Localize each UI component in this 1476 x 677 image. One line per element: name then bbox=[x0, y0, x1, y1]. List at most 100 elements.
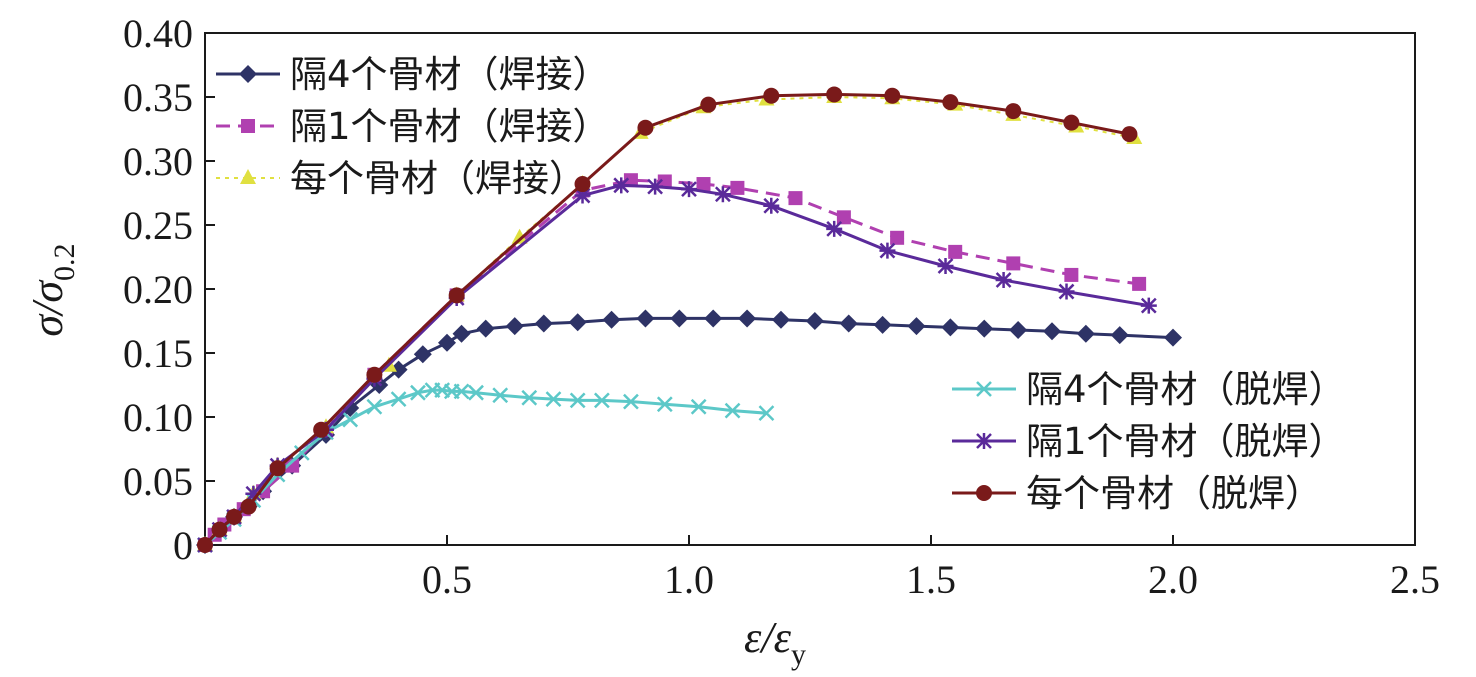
data-point bbox=[681, 181, 697, 198]
data-point bbox=[941, 318, 960, 337]
x-tick-label: 2.0 bbox=[1148, 557, 1198, 602]
data-point bbox=[788, 191, 803, 206]
legend-label: 隔4个骨材（焊接） bbox=[290, 53, 610, 96]
data-point bbox=[942, 94, 959, 111]
data-point bbox=[366, 366, 383, 383]
x-axis-label: ε/εy bbox=[744, 613, 806, 671]
data-point bbox=[636, 309, 655, 328]
data-point bbox=[995, 272, 1012, 289]
data-point bbox=[389, 360, 408, 379]
data-point bbox=[1140, 297, 1157, 314]
data-point bbox=[613, 177, 630, 194]
data-point bbox=[623, 393, 639, 410]
data-point bbox=[948, 244, 963, 259]
x-tick-label: 1.5 bbox=[906, 557, 956, 602]
data-point bbox=[1005, 103, 1022, 120]
data-point bbox=[1076, 324, 1095, 343]
data-point bbox=[730, 180, 745, 195]
plot-area bbox=[204, 32, 1416, 546]
y-tick-label: 0.20 bbox=[123, 267, 193, 312]
data-point bbox=[907, 317, 926, 336]
legend-marker bbox=[240, 169, 256, 184]
y-tick-label: 0 bbox=[173, 523, 193, 568]
x-axis-ticks: 0.5 1.0 1.5 2.0 2.5 bbox=[422, 535, 1440, 602]
data-point bbox=[826, 220, 843, 237]
data-point bbox=[657, 174, 672, 189]
data-point bbox=[438, 333, 456, 352]
y-tick-label: 0.35 bbox=[123, 75, 193, 120]
data-point bbox=[884, 87, 901, 104]
data-point bbox=[568, 313, 587, 332]
data-point bbox=[413, 345, 432, 364]
data-point bbox=[245, 485, 262, 502]
data-point bbox=[211, 521, 228, 538]
data-point bbox=[1121, 126, 1138, 143]
legend-entry: 隔1个骨材（脱焊） bbox=[952, 420, 1346, 463]
data-point bbox=[285, 458, 300, 473]
x-tick-label: 0.5 bbox=[422, 557, 472, 602]
data-point bbox=[836, 210, 851, 225]
data-point bbox=[1009, 320, 1028, 339]
data-point bbox=[704, 309, 723, 328]
legend-marker bbox=[241, 119, 255, 133]
legend-bottom-right: 隔4个骨材（脱焊） 隔1个骨材（脱焊） 每个骨材（脱焊） bbox=[952, 368, 1346, 515]
y-tick-label: 0.40 bbox=[123, 11, 193, 56]
data-point bbox=[511, 228, 528, 244]
data-point bbox=[1006, 256, 1021, 271]
data-point bbox=[873, 315, 892, 334]
legend-entry: 隔1个骨材（焊接） bbox=[216, 105, 610, 148]
legend-label: 隔1个骨材（脱焊） bbox=[1026, 420, 1346, 463]
data-point bbox=[771, 310, 790, 329]
data-point bbox=[505, 317, 524, 336]
data-point bbox=[623, 173, 638, 188]
legend-label: 每个骨材（脱焊） bbox=[1026, 472, 1322, 515]
data-point bbox=[1164, 328, 1182, 347]
legend-label: 隔1个骨材（焊接） bbox=[290, 105, 610, 148]
legend-marker bbox=[976, 381, 992, 397]
x-tick-label: 2.5 bbox=[1390, 557, 1440, 602]
legend-marker bbox=[976, 433, 992, 449]
data-point bbox=[890, 230, 905, 245]
data-point bbox=[410, 384, 426, 401]
data-point bbox=[879, 242, 896, 259]
data-point bbox=[593, 392, 610, 409]
data-point bbox=[1058, 283, 1075, 300]
data-point bbox=[390, 391, 407, 407]
data-point bbox=[197, 537, 213, 553]
data-point bbox=[724, 402, 741, 419]
data-point bbox=[670, 309, 689, 328]
data-point bbox=[738, 309, 757, 328]
data-point bbox=[656, 396, 673, 413]
data-point bbox=[805, 312, 824, 330]
series-line bbox=[203, 316, 1174, 547]
data-point bbox=[468, 384, 484, 401]
data-point bbox=[366, 398, 383, 415]
data-point bbox=[647, 178, 664, 195]
data-point bbox=[574, 187, 591, 204]
data-point bbox=[937, 257, 954, 274]
data-point bbox=[839, 314, 858, 333]
data-point bbox=[240, 498, 257, 515]
data-point bbox=[1043, 322, 1061, 341]
legend-marker bbox=[976, 485, 992, 501]
data-point bbox=[690, 398, 707, 415]
data-point bbox=[226, 508, 243, 525]
y-tick-label: 0.15 bbox=[123, 331, 193, 376]
data-point bbox=[714, 186, 731, 203]
series-layer bbox=[196, 86, 1182, 554]
data-point bbox=[1063, 114, 1080, 131]
y-axis-label: σ/σ0.2 bbox=[23, 243, 81, 336]
data-point bbox=[453, 383, 470, 400]
legend-entry: 隔4个骨材（脱焊） bbox=[952, 368, 1346, 411]
data-point bbox=[569, 392, 586, 409]
y-tick-label: 0.10 bbox=[123, 395, 193, 440]
data-point bbox=[476, 319, 495, 338]
legend-label: 每个骨材（焊接） bbox=[290, 157, 586, 200]
y-tick-label: 0.25 bbox=[123, 203, 193, 248]
legend-marker bbox=[239, 65, 257, 83]
data-point bbox=[758, 405, 775, 422]
data-point bbox=[521, 389, 538, 406]
data-point bbox=[1110, 326, 1129, 345]
y-tick-label: 0.30 bbox=[123, 139, 193, 184]
